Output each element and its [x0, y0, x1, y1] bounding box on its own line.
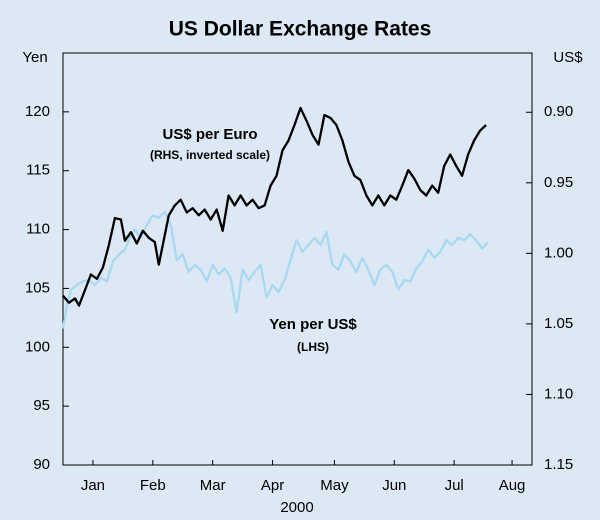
- x-tick-label: Mar: [200, 477, 226, 494]
- annotation: (RHS, inverted scale): [150, 148, 270, 162]
- x-axis-label: 2000: [280, 499, 313, 516]
- annotation: US$ per Euro: [162, 126, 257, 143]
- y2-tick-label: 0.90: [544, 103, 573, 120]
- y-tick-label: 105: [25, 279, 50, 296]
- y2-tick-label: 1.15: [544, 456, 573, 473]
- series-line: [62, 106, 487, 307]
- y2-tick-label: 1.00: [544, 244, 573, 261]
- annotation: Yen per US$: [269, 316, 357, 333]
- x-tick-label: Feb: [140, 477, 166, 494]
- y-unit-label: Yen: [22, 49, 47, 66]
- y-tick-label: 90: [33, 456, 50, 473]
- annotation: (LHS): [297, 340, 329, 354]
- y-tick-label: 110: [26, 221, 50, 238]
- x-tick-label: May: [320, 477, 349, 494]
- y-tick-label: 115: [26, 162, 50, 179]
- series-line: [61, 210, 489, 329]
- y2-tick-label: 1.10: [544, 385, 573, 402]
- x-tick-label: Jun: [382, 477, 406, 494]
- y2-tick-label: 1.05: [544, 315, 573, 332]
- y-tick-label: 95: [33, 397, 50, 414]
- chart-title: US Dollar Exchange Rates: [169, 18, 432, 41]
- y-tick-label: 120: [25, 103, 50, 120]
- plot-frame: [62, 52, 533, 466]
- x-tick-label: Jan: [81, 477, 105, 494]
- x-tick-label: Apr: [261, 477, 284, 494]
- y2-unit-label: US$: [553, 49, 583, 66]
- x-tick-label: Jul: [445, 477, 464, 494]
- y-tick-label: 100: [25, 338, 50, 355]
- y2-tick-label: 0.95: [544, 174, 573, 191]
- x-tick-label: Aug: [499, 477, 526, 494]
